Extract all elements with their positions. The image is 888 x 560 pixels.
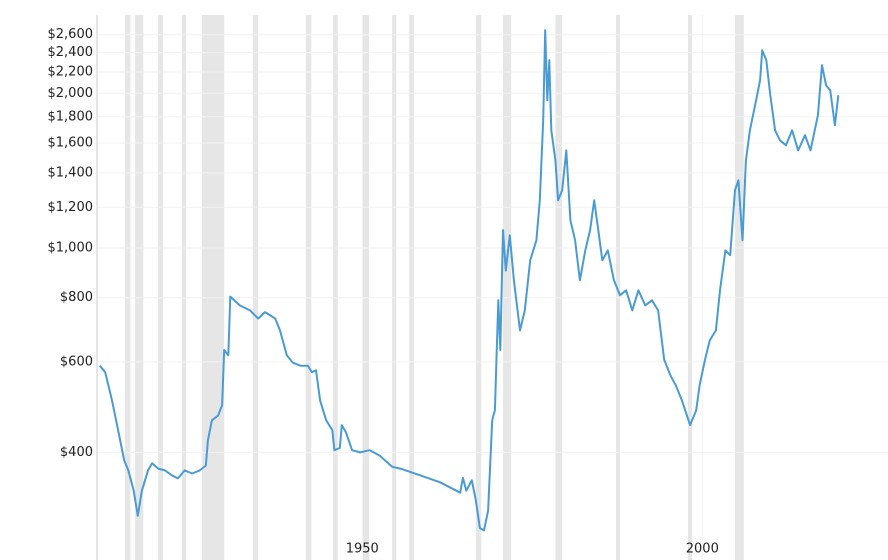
y-tick-label: $1,600 <box>48 136 94 151</box>
y-tick-label: $1,400 <box>48 165 94 180</box>
y-tick-label: $1,800 <box>48 109 94 124</box>
y-tick-label: $2,400 <box>48 45 94 60</box>
shaded-period <box>555 15 563 560</box>
y-tick-label: $2,200 <box>48 64 94 79</box>
shaded-period <box>362 15 370 560</box>
y-tick-label: $1,000 <box>48 240 94 255</box>
shaded-period <box>503 15 512 560</box>
shaded-period <box>158 15 163 560</box>
shaded-period <box>305 15 312 560</box>
shaded-period <box>252 15 259 560</box>
shaded-period <box>734 15 744 560</box>
x-tick-label: 1950 <box>346 542 379 557</box>
shaded-period <box>201 15 225 560</box>
shaded-period <box>182 15 187 560</box>
y-tick-label: $2,600 <box>48 27 94 42</box>
shaded-period <box>124 15 131 560</box>
shaded-period <box>409 15 414 560</box>
shaded-period <box>475 15 482 560</box>
shaded-period <box>333 15 338 560</box>
y-tick-label: $2,000 <box>48 86 94 101</box>
shaded-period <box>615 15 621 560</box>
x-tick-label: 2000 <box>686 542 719 557</box>
y-tick-label: $400 <box>60 445 93 460</box>
shaded-period <box>135 15 144 560</box>
price-line <box>98 29 840 532</box>
y-tick-label: $600 <box>60 354 93 369</box>
y-tick-label: $1,200 <box>48 200 94 215</box>
y-tick-label: $800 <box>60 290 93 305</box>
shaded-period <box>688 15 693 560</box>
shaded-period <box>392 15 397 560</box>
